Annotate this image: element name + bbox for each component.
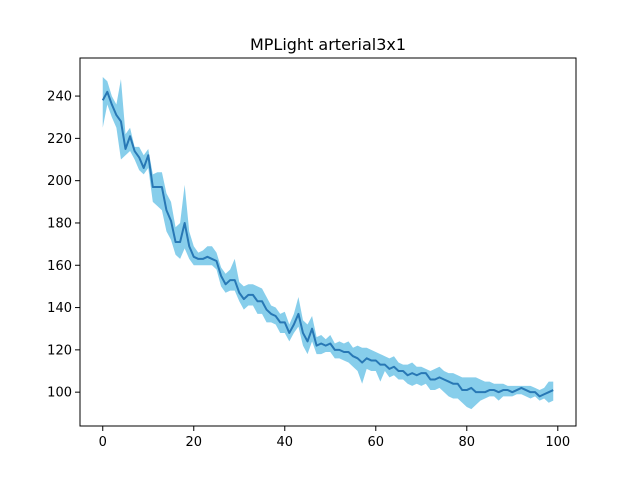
y-tick-label: 160 bbox=[47, 259, 72, 274]
y-tick-label: 100 bbox=[47, 386, 72, 401]
x-tick-label: 60 bbox=[368, 435, 385, 450]
confidence-band bbox=[102, 77, 554, 410]
x-axis: 0 20 40 60 80 100 bbox=[99, 426, 570, 450]
x-tick-label: 100 bbox=[545, 435, 570, 450]
y-tick-label: 220 bbox=[47, 132, 72, 147]
x-tick-label: 80 bbox=[459, 435, 476, 450]
plot-area bbox=[101, 77, 554, 410]
y-tick-label: 200 bbox=[47, 174, 72, 189]
y-tick-label: 140 bbox=[47, 301, 72, 316]
y-axis: 100 120 140 160 180 200 220 240 bbox=[47, 90, 80, 401]
x-tick-label: 0 bbox=[99, 435, 107, 450]
chart-title: MPLight arterial3x1 bbox=[250, 35, 406, 54]
y-tick-label: 240 bbox=[47, 90, 72, 105]
axes-frame bbox=[79, 57, 577, 427]
y-tick-label: 180 bbox=[47, 216, 72, 231]
x-tick-label: 20 bbox=[185, 435, 202, 450]
x-tick-label: 40 bbox=[276, 435, 293, 450]
y-tick-label: 120 bbox=[47, 343, 72, 358]
mean-line bbox=[101, 90, 554, 398]
